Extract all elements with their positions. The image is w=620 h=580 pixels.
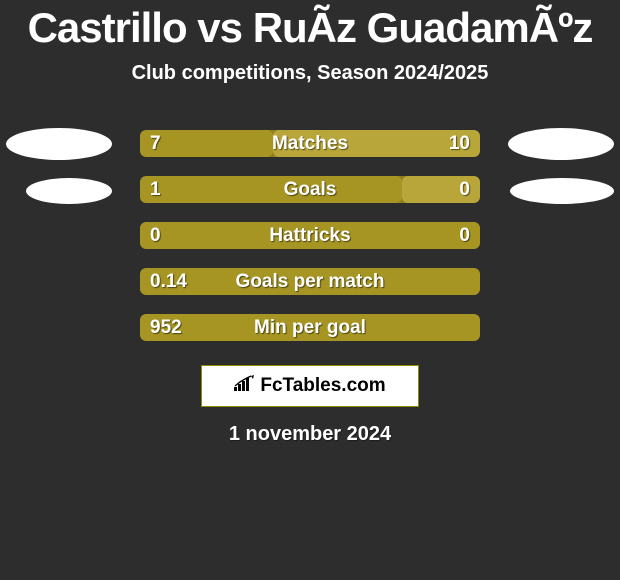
stat-label: Goals — [140, 176, 480, 203]
player-ellipse-left — [6, 128, 112, 160]
brand-box[interactable]: FcTables.com — [201, 365, 419, 407]
stat-bar: Goals1 0 — [140, 176, 480, 203]
stat-bar: Matches7 10 — [140, 130, 480, 157]
stat-bar: Hattricks0 0 — [140, 222, 480, 249]
stat-value-left: 0 — [150, 222, 161, 249]
stat-value-right: 0 — [459, 222, 470, 249]
stat-label: Min per goal — [140, 314, 480, 341]
brand-label: FcTables.com — [260, 375, 385, 397]
stat-label: Hattricks — [140, 222, 480, 249]
stat-bar: Min per goal952 — [140, 314, 480, 341]
page-subtitle: Club competitions, Season 2024/2025 — [0, 62, 620, 85]
comparison-bars: Matches710Goals10Hattricks00Goals per ma… — [0, 121, 620, 351]
stat-row: Matches7 10 — [0, 121, 620, 167]
stat-row: Hattricks0 0 — [0, 213, 620, 259]
date-label: 1 november 2024 — [0, 423, 620, 446]
page-title: Castrillo vs RuÃ­z GuadamÃºz — [0, 4, 620, 52]
stat-label: Matches — [140, 130, 480, 157]
player-ellipse-left — [26, 178, 112, 204]
stat-value-left: 7 — [150, 130, 161, 157]
stat-value-left: 1 — [150, 176, 161, 203]
stat-value-left: 952 — [150, 314, 182, 341]
stat-value-left: 0.14 — [150, 268, 187, 295]
stat-row: Goals per match0.14 — [0, 259, 620, 305]
player-ellipse-right — [508, 128, 614, 160]
stat-value-right: 10 — [449, 130, 470, 157]
player-ellipse-right — [510, 178, 614, 204]
stat-row: Min per goal952 — [0, 305, 620, 351]
chart-icon — [234, 375, 256, 398]
stat-row: Goals1 0 — [0, 167, 620, 213]
stat-label: Goals per match — [140, 268, 480, 295]
stat-value-right: 0 — [459, 176, 470, 203]
stat-bar: Goals per match0.14 — [140, 268, 480, 295]
